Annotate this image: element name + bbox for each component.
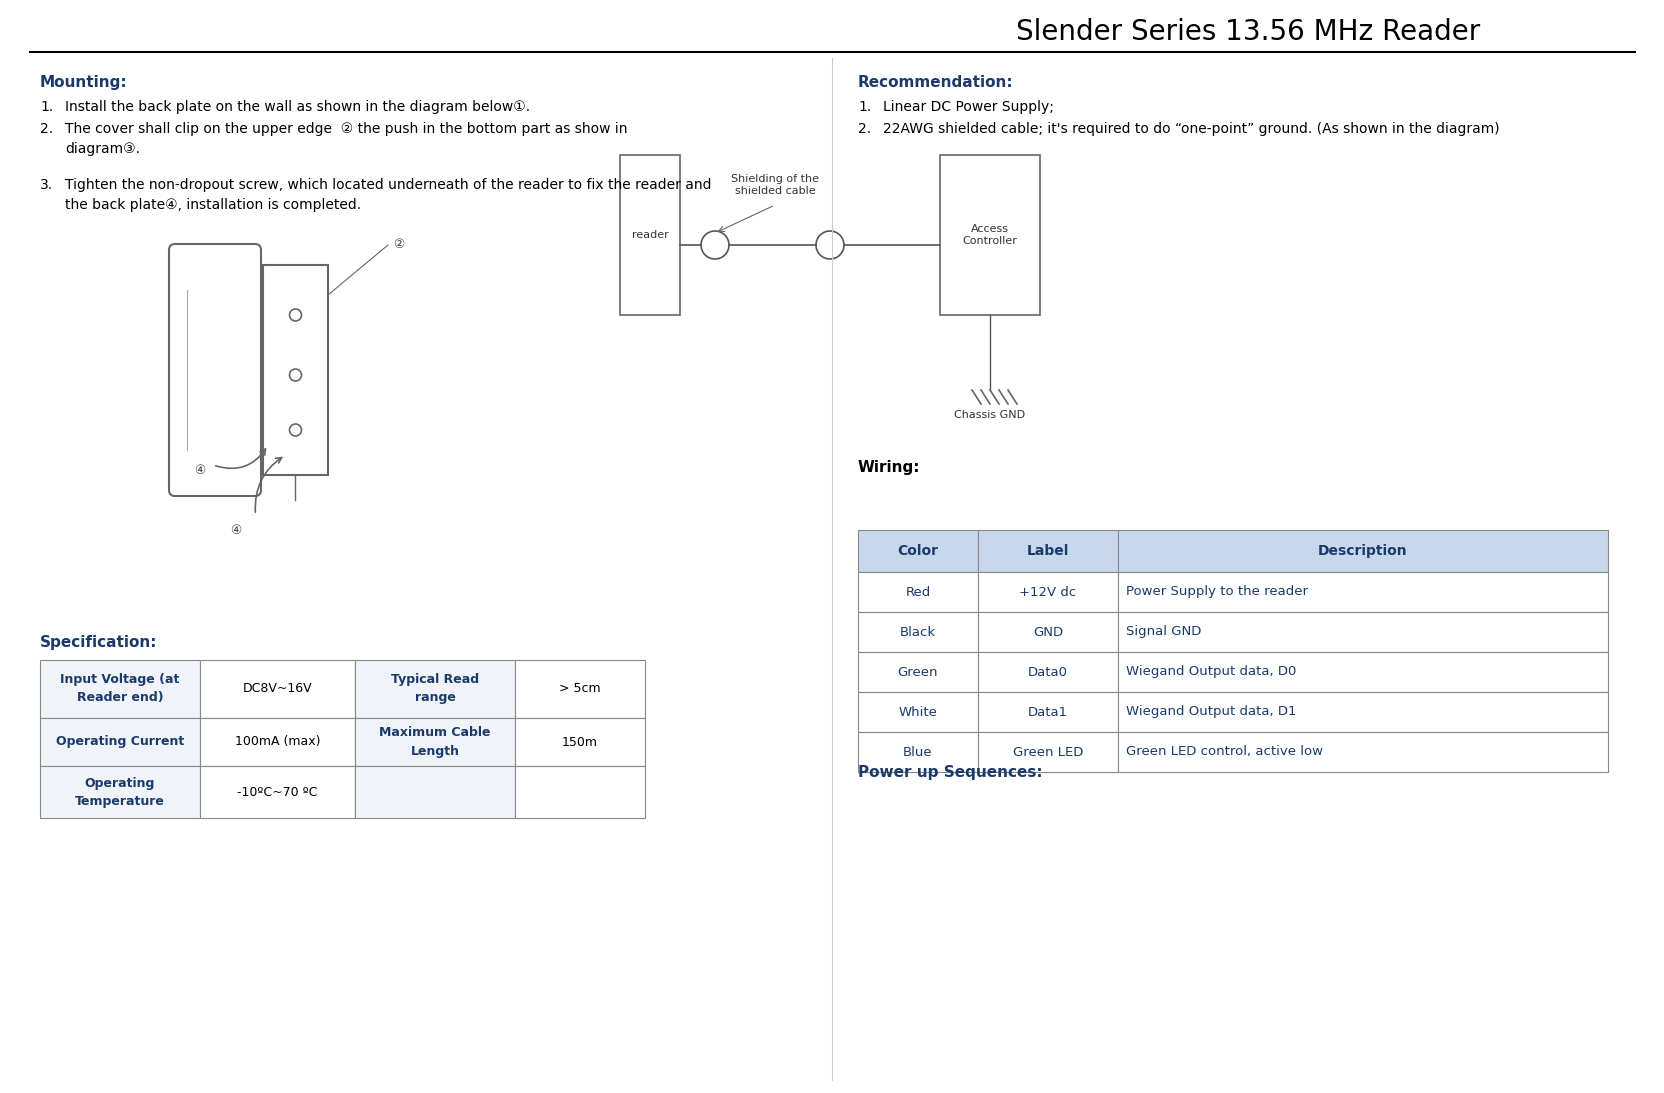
- Text: Label: Label: [1027, 544, 1068, 559]
- Text: diagram③.: diagram③.: [65, 142, 140, 156]
- Bar: [40, 718, 200, 766]
- Text: the back plate④, installation is completed.: the back plate④, installation is complet…: [65, 198, 361, 212]
- Text: GND: GND: [1032, 625, 1062, 638]
- Text: 1.: 1.: [857, 99, 870, 114]
- FancyBboxPatch shape: [170, 244, 261, 496]
- Text: Green LED control, active low: Green LED control, active low: [1125, 745, 1323, 759]
- Bar: [977, 572, 1117, 612]
- Bar: [1117, 572, 1607, 612]
- Bar: [619, 155, 679, 315]
- Bar: [514, 660, 644, 718]
- Circle shape: [815, 231, 844, 259]
- Text: +12V dc: +12V dc: [1018, 586, 1077, 599]
- Bar: [857, 692, 977, 732]
- Text: Black: Black: [900, 625, 935, 638]
- Text: Wiring:: Wiring:: [857, 460, 920, 475]
- Bar: [354, 660, 514, 718]
- Text: Data0: Data0: [1027, 666, 1067, 679]
- Bar: [857, 732, 977, 772]
- Text: 3.: 3.: [40, 178, 53, 192]
- Bar: [40, 766, 200, 818]
- Text: Length: Length: [411, 744, 459, 757]
- Circle shape: [701, 231, 729, 259]
- Bar: [200, 766, 354, 818]
- Text: Tighten the non-dropout screw, which located underneath of the reader to fix the: Tighten the non-dropout screw, which loc…: [65, 178, 711, 192]
- Text: Install the back plate on the wall as shown in the diagram below①.: Install the back plate on the wall as sh…: [65, 99, 529, 114]
- Text: Linear DC Power Supply;: Linear DC Power Supply;: [882, 99, 1053, 114]
- Bar: [977, 732, 1117, 772]
- Bar: [977, 692, 1117, 732]
- Bar: [857, 530, 977, 572]
- Bar: [200, 660, 354, 718]
- Text: > 5cm: > 5cm: [559, 682, 601, 695]
- Text: 2.: 2.: [857, 122, 870, 136]
- Text: 1.: 1.: [40, 99, 53, 114]
- Bar: [514, 718, 644, 766]
- Text: Power up Sequences:: Power up Sequences:: [857, 765, 1042, 780]
- Text: Input Voltage (at: Input Voltage (at: [60, 673, 180, 686]
- Text: 150m: 150m: [562, 736, 597, 749]
- Text: Wiegand Output data, D1: Wiegand Output data, D1: [1125, 705, 1296, 718]
- Text: 22AWG shielded cable; it's required to do “one-point” ground. (As shown in the d: 22AWG shielded cable; it's required to d…: [882, 122, 1499, 136]
- Text: 100mA (max): 100mA (max): [235, 736, 319, 749]
- Bar: [354, 718, 514, 766]
- Bar: [1117, 530, 1607, 572]
- Bar: [940, 155, 1040, 315]
- Text: reader: reader: [631, 230, 667, 240]
- Text: DC8V~16V: DC8V~16V: [243, 682, 313, 695]
- Text: Data1: Data1: [1027, 705, 1067, 718]
- Bar: [1117, 653, 1607, 692]
- Text: Green: Green: [897, 666, 938, 679]
- Bar: [857, 572, 977, 612]
- Bar: [977, 612, 1117, 653]
- Text: Temperature: Temperature: [75, 795, 165, 808]
- Text: Mounting:: Mounting:: [40, 75, 128, 90]
- Text: Green LED: Green LED: [1012, 745, 1083, 759]
- Bar: [977, 653, 1117, 692]
- Text: The cover shall clip on the upper edge  ② the push in the bottom part as show in: The cover shall clip on the upper edge ②…: [65, 122, 627, 136]
- Text: Access
Controller: Access Controller: [962, 224, 1017, 246]
- Text: Description: Description: [1318, 544, 1408, 559]
- Text: 2.: 2.: [40, 122, 53, 136]
- Text: Slender Series 13.56 MHz Reader: Slender Series 13.56 MHz Reader: [1015, 17, 1479, 46]
- Bar: [263, 265, 328, 475]
- Text: range: range: [414, 692, 456, 705]
- Text: Power Supply to the reader: Power Supply to the reader: [1125, 586, 1308, 599]
- Bar: [977, 530, 1117, 572]
- Text: Signal GND: Signal GND: [1125, 625, 1201, 638]
- Text: Recommendation:: Recommendation:: [857, 75, 1013, 90]
- Bar: [354, 766, 514, 818]
- Text: Operating Current: Operating Current: [57, 736, 185, 749]
- Bar: [1117, 692, 1607, 732]
- Bar: [40, 660, 200, 718]
- Text: ②: ②: [393, 238, 404, 251]
- Text: Wiegand Output data, D0: Wiegand Output data, D0: [1125, 666, 1296, 679]
- Bar: [857, 612, 977, 653]
- Text: ④: ④: [230, 524, 241, 537]
- Text: Chassis GND: Chassis GND: [953, 410, 1025, 420]
- Text: Maximum Cable: Maximum Cable: [379, 727, 491, 740]
- Text: Red: Red: [905, 586, 930, 599]
- Bar: [1117, 732, 1607, 772]
- Text: -10ºC~70 ºC: -10ºC~70 ºC: [238, 786, 318, 799]
- Text: Operating: Operating: [85, 776, 155, 789]
- Bar: [1117, 612, 1607, 653]
- Text: Blue: Blue: [902, 745, 932, 759]
- Text: Shielding of the
shielded cable: Shielding of the shielded cable: [730, 174, 819, 196]
- Text: Specification:: Specification:: [40, 635, 158, 650]
- Text: Typical Read: Typical Read: [391, 673, 479, 686]
- Bar: [200, 718, 354, 766]
- Text: Color: Color: [897, 544, 938, 559]
- Text: Reader end): Reader end): [77, 692, 163, 705]
- Bar: [857, 653, 977, 692]
- Bar: [514, 766, 644, 818]
- Text: White: White: [899, 705, 937, 718]
- Text: ④: ④: [193, 463, 205, 477]
